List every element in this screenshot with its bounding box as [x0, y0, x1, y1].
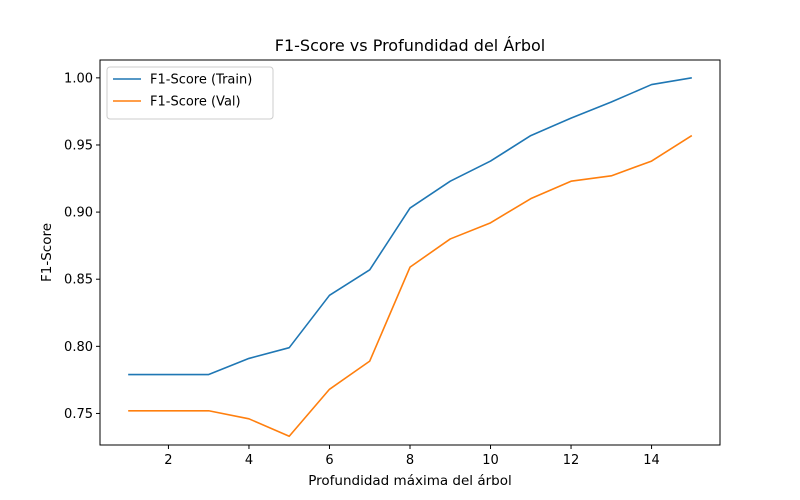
- legend: F1-Score (Train) F1-Score (Val): [106, 66, 274, 120]
- y-tick-label: 0.85: [64, 273, 93, 288]
- x-tick-label: 12: [563, 453, 580, 468]
- x-tick-label: 14: [643, 453, 660, 468]
- y-tick-label: 0.75: [64, 407, 93, 422]
- series-line-train: [128, 77, 692, 376]
- legend-label: F1-Score (Val): [150, 95, 241, 110]
- x-axis-label: Profundidad máxima del árbol: [308, 473, 512, 489]
- x-tick-label: 4: [245, 453, 253, 468]
- x-tick-label: 2: [164, 453, 172, 468]
- y-axis: 0.75 0.80 0.85 0.90 0.95 1.00: [64, 71, 100, 422]
- y-tick-label: 0.95: [64, 138, 93, 153]
- y-tick-label: 0.90: [64, 206, 93, 221]
- legend-label: F1-Score (Train): [150, 73, 252, 88]
- x-tick-label: 6: [325, 453, 333, 468]
- y-tick-label: 0.80: [64, 340, 93, 355]
- chart-title: F1-Score vs Profundidad del Árbol: [275, 36, 546, 55]
- legend-box: [106, 66, 274, 120]
- x-tick-label: 10: [482, 453, 499, 468]
- series-line-val: [128, 134, 693, 438]
- x-axis: 2 4 6 8 10 12 14: [164, 445, 660, 468]
- plot-area: [128, 77, 693, 438]
- y-axis-label: F1-Score: [39, 223, 55, 282]
- x-tick-label: 8: [406, 453, 414, 468]
- y-tick-label: 1.00: [64, 71, 93, 86]
